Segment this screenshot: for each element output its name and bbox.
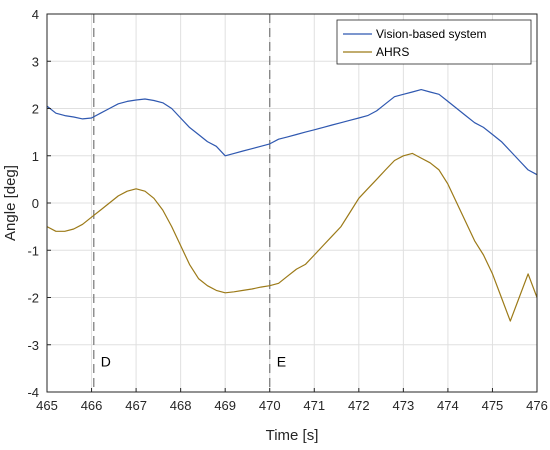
- x-axis-label: Time [s]: [266, 427, 319, 444]
- x-tick-label: 474: [437, 398, 459, 413]
- y-tick-label: 3: [32, 54, 39, 69]
- x-tick-label: 471: [303, 398, 325, 413]
- series-line-vision: [46, 88, 538, 176]
- y-tick-label: 0: [32, 196, 39, 211]
- y-tick-label: 2: [32, 102, 39, 117]
- x-tick-label: 469: [214, 398, 236, 413]
- x-tick-label: 472: [348, 398, 370, 413]
- x-tick-label: 467: [125, 398, 147, 413]
- series-lines: [46, 88, 538, 322]
- marker-label-d: D: [101, 353, 111, 369]
- y-axis-label: Angle [deg]: [2, 165, 19, 241]
- x-tick-label: 465: [36, 398, 58, 413]
- legend: Vision-based system AHRS: [336, 19, 532, 65]
- y-tick-label: 4: [32, 7, 39, 22]
- y-tick-label: -2: [27, 291, 39, 306]
- x-tick-label: 470: [259, 398, 281, 413]
- plot-area: [46, 13, 538, 393]
- x-axis-ticks: 465 466 467 468 469 470 471 472 473 474 475 476: [36, 388, 548, 413]
- legend-label-vision: Vision-based system: [376, 27, 487, 41]
- x-tick-label: 473: [393, 398, 415, 413]
- y-axis-ticks: -4 -3 -2 -1 0 1 2 3 4: [27, 7, 51, 400]
- marker-lines: [93, 14, 271, 392]
- y-tick-label: -4: [27, 385, 39, 400]
- x-tick-label: 476: [526, 398, 548, 413]
- legend-box: [336, 19, 532, 65]
- x-tick-label: 475: [482, 398, 504, 413]
- series-line-ahrs: [46, 152, 538, 322]
- y-tick-label: -3: [27, 338, 39, 353]
- marker-label-e: E: [277, 353, 286, 369]
- legend-label-ahrs: AHRS: [376, 45, 409, 59]
- x-tick-label: 466: [81, 398, 103, 413]
- y-tick-label: 1: [32, 149, 39, 164]
- x-tick-label: 468: [170, 398, 192, 413]
- y-tick-label: -1: [27, 243, 39, 258]
